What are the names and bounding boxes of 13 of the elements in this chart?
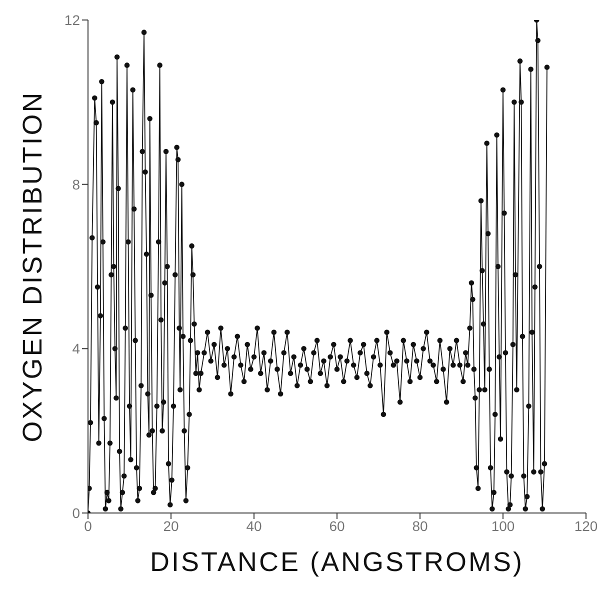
y-tick-label: 4 <box>72 340 80 357</box>
x-tick-label: 100 <box>491 518 515 534</box>
x-tick-label: 40 <box>246 518 262 534</box>
x-tick-label: 20 <box>163 518 179 534</box>
x-axis-title: DISTANCE (ANGSTROMS) <box>150 547 524 577</box>
x-tick-label: 0 <box>84 518 92 534</box>
x-tick-label: 120 <box>574 518 598 534</box>
y-tick-label: 12 <box>64 12 80 28</box>
y-tick-label: 8 <box>72 176 80 192</box>
x-tick-label: 60 <box>329 518 345 534</box>
y-axis-title: OXYGEN DISTRIBUTION <box>18 90 48 442</box>
y-tick-label: 0 <box>72 504 80 521</box>
x-tick-label: 80 <box>412 518 428 534</box>
